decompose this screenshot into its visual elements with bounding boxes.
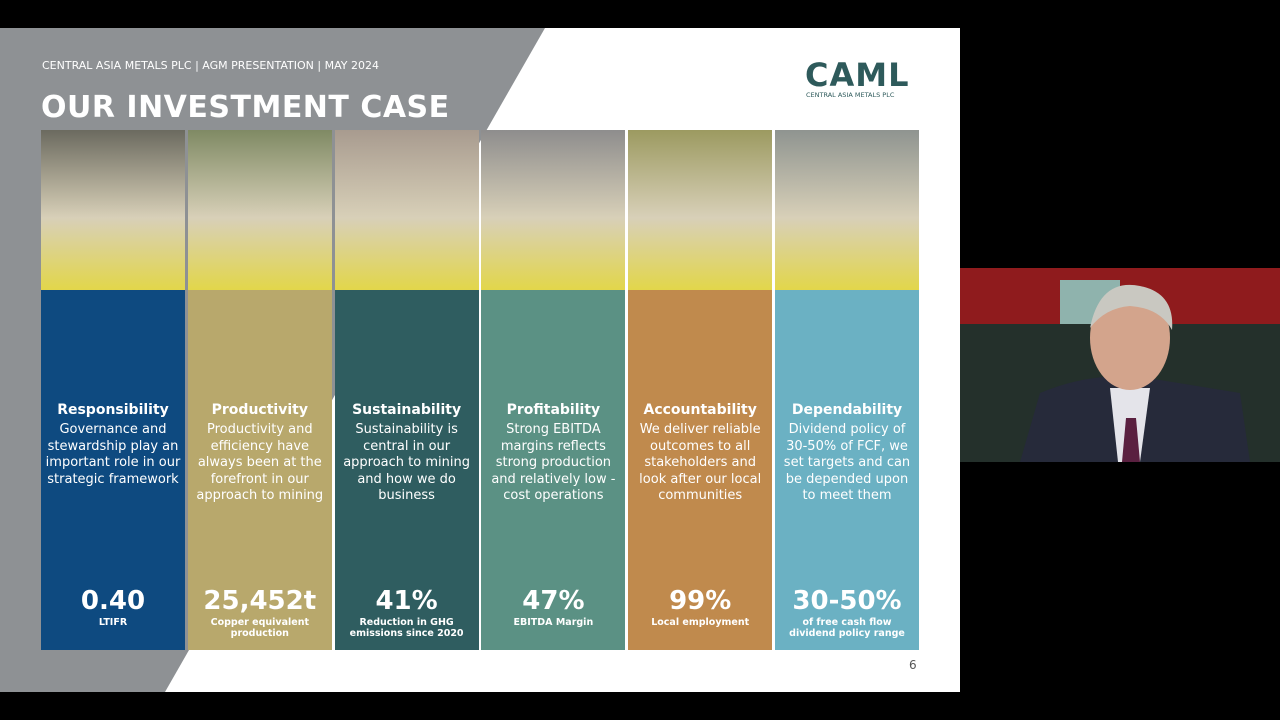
column-metric: 25,452t [203, 586, 317, 616]
slide: CENTRAL ASIA METALS PLC | AGM PRESENTATI… [0, 28, 960, 692]
column-panel: Accountability We deliver reliable outcom… [628, 290, 773, 650]
column-metric: 41% [375, 586, 438, 616]
column-body: Dividend policy of 30-50% of FCF, we set… [783, 422, 911, 503]
photo [775, 130, 919, 290]
column-metric: 99% [669, 586, 732, 616]
column-body: Sustainability is central in our approac… [343, 422, 470, 503]
column-panel: Responsibility Governance and stewardship… [41, 290, 185, 650]
column: Sustainability Sustainability is central … [334, 130, 479, 650]
column-title: Accountability [643, 402, 757, 418]
column-body: Governance and stewardship play an impor… [45, 422, 181, 487]
photo [334, 130, 479, 290]
column-panel: Productivity Productivity and efficiency … [187, 290, 332, 650]
column-body: Productivity and efficiency have always … [196, 422, 324, 503]
column: Dependability Dividend policy of 30-50% o… [775, 130, 919, 650]
title: OUR INVESTMENT CASE [41, 90, 450, 125]
column-title: Sustainability [352, 402, 462, 418]
column-metric-label: of free cash flow dividend policy range [789, 617, 905, 639]
column-metric-label: LTIFR [98, 617, 128, 628]
photo [628, 130, 773, 290]
column-title: Responsibility [57, 402, 169, 418]
column-metric-label: Copper equivalent production [210, 617, 309, 639]
column: Profitability Strong EBITDA margins refle… [481, 130, 626, 650]
column-metric: 47% [522, 586, 585, 616]
logo-name: CAML [805, 56, 910, 94]
logo-tagline: CENTRAL ASIA METALS PLC [806, 91, 895, 99]
column-metric-label: Reduction in GHG emissions since 2020 [349, 617, 464, 639]
column-metric-label: EBITDA Margin [513, 617, 594, 628]
column-panel: Dependability Dividend policy of 30-50% o… [775, 290, 919, 650]
column-title: Dependability [791, 402, 903, 418]
subtitle: CENTRAL ASIA METALS PLC | AGM PRESENTATI… [42, 59, 379, 72]
photo [187, 130, 332, 290]
webcam-feed [960, 268, 1280, 462]
photo [481, 130, 626, 290]
column-panel: Sustainability Sustainability is central … [334, 290, 479, 650]
photo [41, 130, 185, 290]
column: Productivity Productivity and efficiency … [187, 130, 332, 650]
column-panel: Profitability Strong EBITDA margins refle… [481, 290, 626, 650]
column-metric: 0.40 [80, 586, 146, 616]
page-number: 6 [909, 658, 917, 672]
column-metric: 30-50% [792, 586, 902, 616]
column: Accountability We deliver reliable outcom… [628, 130, 773, 650]
column-title: Productivity [211, 402, 308, 418]
column-metric-label: Local employment [651, 617, 750, 628]
column-body: Strong EBITDA margins reflects strong pr… [491, 422, 616, 503]
column-title: Profitability [506, 402, 601, 418]
column: Responsibility Governance and stewardship… [41, 130, 185, 650]
column-body: We deliver reliable outcomes to all stak… [639, 422, 762, 503]
